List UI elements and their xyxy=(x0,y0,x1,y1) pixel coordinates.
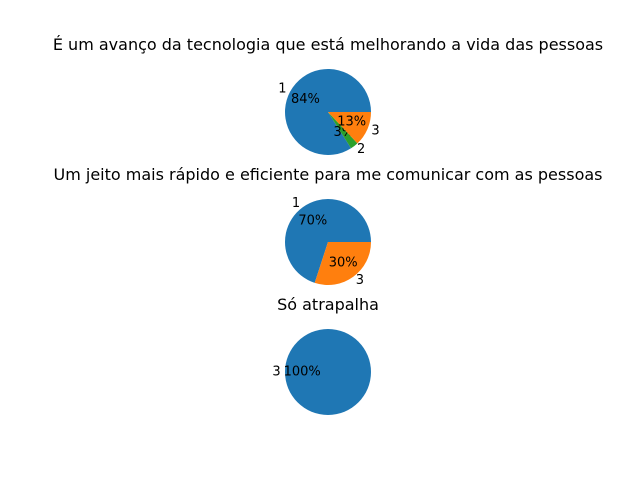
chart-2-slice-2-percent: 30% xyxy=(329,255,358,270)
chart-2-slice-2-label: 3 xyxy=(356,273,364,288)
chart-3-title: Só atrapalha xyxy=(277,295,379,314)
chart-2-slice-1-label: 1 xyxy=(292,196,300,211)
chart-1-slice-3-percent: 13% xyxy=(337,115,366,130)
chart-1-slice-3-label: 3 xyxy=(371,123,379,138)
chart-1-slice-1-label: 1 xyxy=(278,82,286,97)
chart-2-title: Um jeito mais rápido e eficiente para me… xyxy=(53,165,602,184)
chart-1-slice-1-percent: 84% xyxy=(291,92,320,107)
chart-3-slice-1-percent: 100% xyxy=(284,365,321,380)
chart-2-slice-1-percent: 70% xyxy=(298,214,327,229)
chart-1-slice-2-label: 2 xyxy=(357,142,365,157)
chart-3-slice-1-label: 3 xyxy=(272,365,280,380)
chart-1-title: É um avanço da tecnologia que está melho… xyxy=(53,35,603,54)
